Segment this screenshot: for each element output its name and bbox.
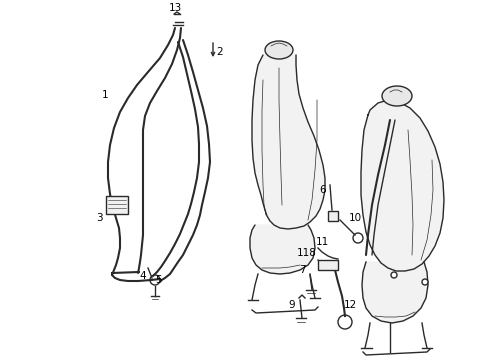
Text: 10: 10 [348, 213, 362, 223]
Text: 12: 12 [343, 300, 357, 310]
Text: 13: 13 [169, 3, 182, 13]
Text: 5: 5 [155, 275, 161, 285]
Text: 7: 7 [299, 265, 305, 275]
Polygon shape [362, 262, 428, 323]
Polygon shape [252, 55, 325, 229]
FancyBboxPatch shape [328, 211, 338, 221]
Circle shape [422, 279, 428, 285]
Ellipse shape [382, 86, 412, 106]
Text: 3: 3 [96, 213, 102, 223]
Text: 1: 1 [102, 90, 108, 100]
Circle shape [391, 272, 397, 278]
FancyBboxPatch shape [106, 196, 128, 214]
FancyBboxPatch shape [318, 260, 338, 270]
Ellipse shape [265, 41, 293, 59]
Text: 11: 11 [316, 237, 329, 247]
Text: 118: 118 [297, 248, 317, 258]
Text: 2: 2 [217, 47, 223, 57]
Polygon shape [361, 100, 444, 271]
Text: 6: 6 [319, 185, 326, 195]
Text: 4: 4 [140, 271, 147, 281]
Polygon shape [250, 225, 315, 274]
Text: 9: 9 [289, 300, 295, 310]
